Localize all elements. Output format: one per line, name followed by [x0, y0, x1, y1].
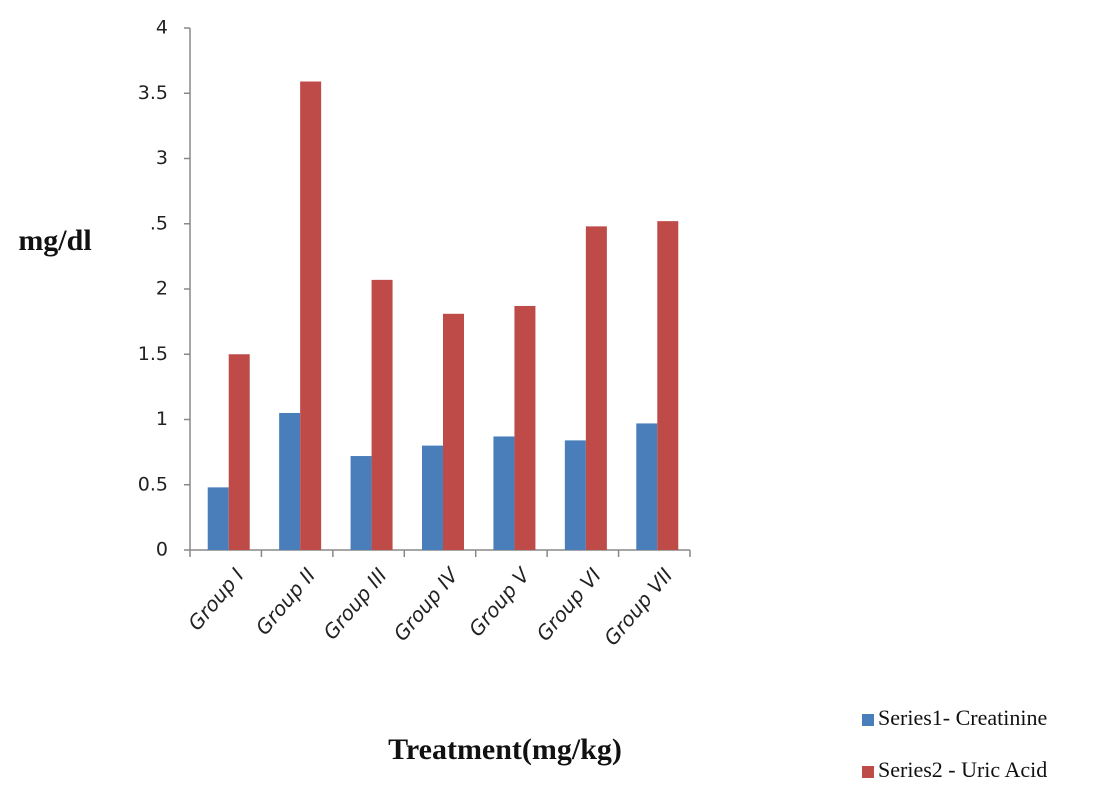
bar [207, 487, 229, 550]
bar [514, 305, 536, 550]
bar [300, 81, 322, 550]
y-tick-label: .5 [150, 212, 168, 234]
x-tick-label: Group IV [389, 562, 464, 645]
y-tick-label: 1 [156, 408, 168, 430]
bar [443, 313, 464, 550]
x-tick-label: Group III [318, 563, 391, 644]
x-tick-label: Group VI [531, 563, 606, 645]
y-tick-label: 4 [156, 17, 168, 39]
bar [422, 445, 443, 550]
legend-swatch [862, 714, 874, 726]
y-tick-label: 0.5 [138, 473, 168, 495]
y-tick-label: 1.5 [138, 343, 168, 365]
y-tick-label: 3.5 [138, 82, 168, 104]
bar [493, 436, 515, 550]
legend-label: Series2 - Uric Acid [878, 757, 1047, 782]
y-tick-label: 0 [156, 539, 168, 561]
y-axis-title: mg/dl [18, 224, 91, 257]
x-tick-label: Group VII [599, 563, 677, 650]
bar [350, 456, 372, 550]
x-axis-title: Treatment(mg/kg) [388, 733, 622, 766]
y-tick-label: 2 [156, 278, 168, 300]
x-tick-label: Group II [251, 563, 321, 639]
bar [564, 440, 586, 550]
bar [636, 423, 658, 550]
bar [371, 279, 393, 550]
y-tick-label: 3 [156, 147, 168, 169]
legend-label: Series1- Creatinine [878, 705, 1047, 730]
x-tick-label: Group V [464, 562, 536, 641]
legend-swatch [862, 766, 874, 778]
bar [585, 226, 607, 551]
bar [228, 354, 250, 550]
x-tick-label: Group I [183, 563, 249, 635]
bar [657, 221, 679, 550]
bar [279, 412, 301, 550]
